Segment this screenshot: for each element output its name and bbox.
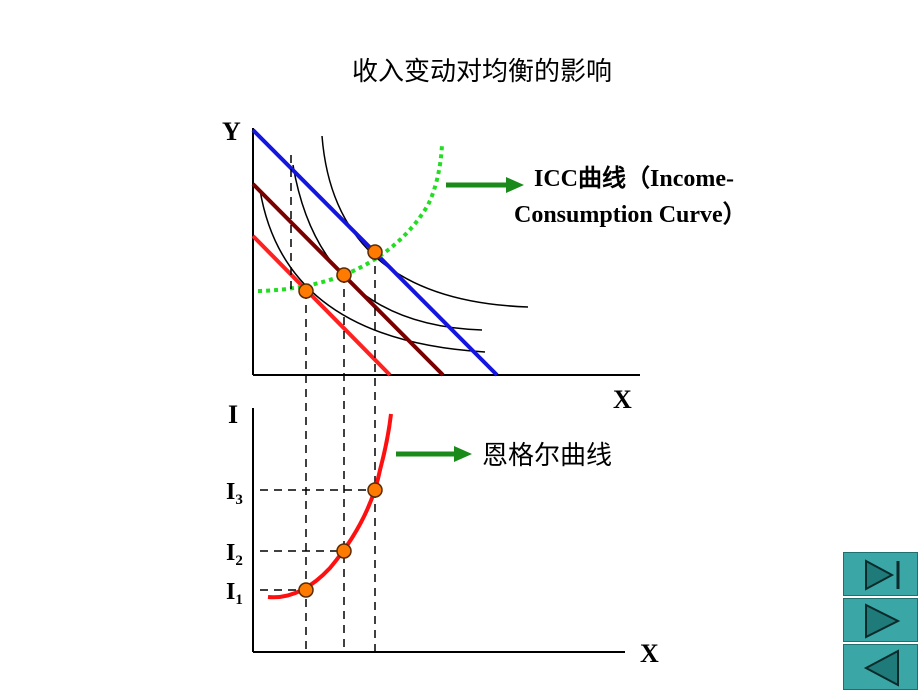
indifference-curve-1 <box>259 189 486 353</box>
top-panel: Y X ICC曲线（Income- Consumption Curve） <box>222 117 747 414</box>
top-x-axis-label: X <box>613 385 632 414</box>
icc-label-line-2: Consumption Curve） <box>514 201 747 228</box>
bottom-x-axis-label: X <box>640 639 659 668</box>
icc-arrow-head <box>506 177 524 193</box>
income-label-2: I2 <box>226 540 243 569</box>
bottom-panel: I X I3 I2 I1 恩格尔曲线 <box>226 400 659 668</box>
engel-curve <box>267 413 393 600</box>
income-label-3: I3 <box>226 479 243 508</box>
income-label-1: I1 <box>226 579 243 608</box>
top-y-axis-label: Y <box>222 117 241 146</box>
equilibrium-points <box>298 244 383 299</box>
engel-label: 恩格尔曲线 <box>482 441 612 471</box>
nav-next-button[interactable] <box>843 598 918 642</box>
equilibrium-connectors <box>305 252 376 652</box>
nav-prev-button[interactable] <box>843 644 918 690</box>
engel-point-2 <box>336 543 352 559</box>
play-previous-icon <box>863 649 899 687</box>
budget-line-1 <box>251 234 392 377</box>
equilibrium-point-3 <box>367 244 383 260</box>
page-title: 收入变动对均衡的影响 <box>352 57 612 87</box>
skip-to-end-icon <box>865 559 900 591</box>
engel-point-3 <box>367 482 383 498</box>
equilibrium-point-1 <box>298 283 314 299</box>
nav-last-button[interactable] <box>843 552 918 596</box>
engel-point-1 <box>298 582 314 598</box>
engel-arrow-head <box>454 446 472 462</box>
play-next-icon <box>865 603 901 639</box>
indifference-curve-3 <box>321 135 529 308</box>
equilibrium-point-2 <box>336 267 352 283</box>
icc-label-line-1: ICC曲线（Income- <box>534 165 734 192</box>
bottom-y-axis-label: I <box>228 400 238 429</box>
